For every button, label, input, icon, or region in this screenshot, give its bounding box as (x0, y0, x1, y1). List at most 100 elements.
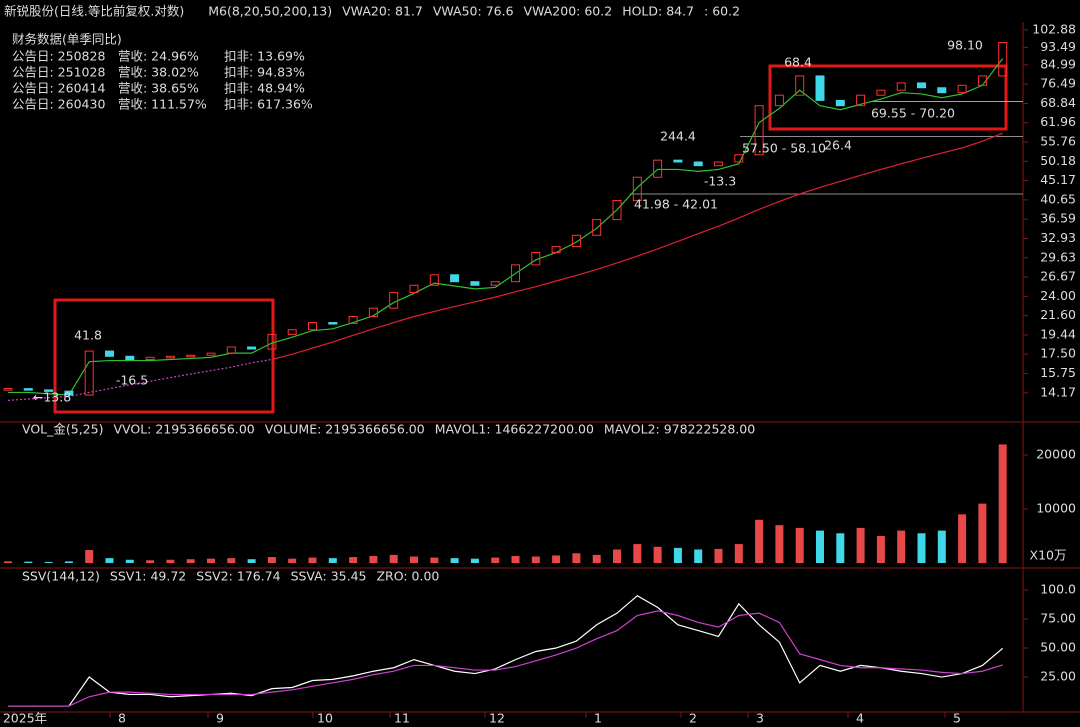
volume-bar (856, 527, 865, 563)
indicator-label: VWA20: 81.7 (342, 4, 423, 19)
candle (571, 234, 581, 248)
candle (308, 322, 317, 331)
candle (876, 89, 886, 96)
candle (754, 105, 764, 156)
y-tick-label: 25.00 (1040, 669, 1076, 684)
finance-cell: 营收: 111.57% (118, 97, 207, 112)
x-tick-label: 9 (216, 711, 224, 726)
volume-bar (85, 550, 94, 563)
y-tick-label: 45.17 (1040, 172, 1076, 187)
candle (977, 75, 987, 86)
candle (44, 389, 54, 392)
x-tick-label: 2025年 (3, 711, 47, 726)
volume-bar (389, 554, 398, 563)
volume-bar (937, 530, 946, 563)
finance-cell: 公告日: 251028 (12, 65, 105, 80)
indicator-label: SSVA: 35.45 (291, 569, 367, 584)
candle (23, 388, 33, 391)
candle (998, 42, 1008, 77)
indicator-label: : 60.2 (704, 4, 740, 19)
highlight-box (768, 64, 1008, 131)
volume-bar (572, 553, 581, 563)
x-tick-label: 11 (394, 711, 410, 726)
volume-bar (592, 554, 601, 563)
candle (450, 274, 460, 283)
annotation: 57.50 - 58.10 (742, 141, 826, 156)
y-tick-label: 19.44 (1040, 326, 1076, 341)
y-tick-label: 10000 (1036, 500, 1076, 515)
volume-bar (552, 555, 561, 563)
finance-cell: 扣非: 617.36% (224, 97, 313, 112)
volume-bar (4, 561, 12, 563)
finance-cell: 营收: 38.02% (118, 65, 199, 80)
candle (592, 219, 602, 236)
y-tick-label: 61.96 (1040, 114, 1076, 129)
candle (267, 333, 277, 350)
finance-cell: 扣非: 13.69% (224, 49, 305, 64)
finance-cell: 营收: 38.65% (118, 81, 199, 96)
volume-bar (673, 547, 682, 563)
y-tick-label: 75.00 (1040, 610, 1076, 625)
candle (64, 390, 74, 396)
volume-bar (897, 530, 906, 563)
volume-unit: X10万 (1030, 548, 1067, 563)
candle (429, 274, 439, 286)
candle (835, 99, 845, 107)
candle (409, 284, 419, 294)
series-line (7, 358, 272, 401)
x-tick-label: 8 (118, 711, 126, 726)
y-tick-label: 36.59 (1040, 211, 1076, 226)
volume-bar (998, 444, 1007, 563)
volume-bar (247, 559, 256, 563)
volume-bar (227, 558, 236, 563)
volume-bar (24, 561, 33, 563)
series-line (271, 132, 1003, 361)
series-line (8, 595, 1004, 707)
y-tick-label: 15.75 (1040, 365, 1076, 380)
volume-bar (714, 548, 723, 563)
candle (714, 161, 723, 167)
candle (389, 292, 399, 309)
candle (470, 281, 480, 286)
volume-bar (410, 556, 418, 563)
candle (653, 159, 663, 178)
volume-bar (694, 549, 703, 563)
candle (957, 84, 967, 94)
volume-bar (288, 558, 297, 563)
volume-bar (978, 503, 987, 563)
candle (105, 350, 114, 357)
indicator-label: VVOL: 2195366656.00 (113, 422, 254, 437)
finance-cell: 公告日: 260414 (12, 81, 105, 96)
candle (531, 251, 541, 266)
x-tick-label: 10 (317, 711, 333, 726)
series-line (8, 58, 1004, 396)
y-tick-label: 26.67 (1040, 269, 1076, 284)
candle (3, 388, 13, 391)
indicator-label: SSV2: 176.74 (196, 569, 280, 584)
y-tick-label: 24.00 (1040, 288, 1076, 303)
candle (673, 159, 683, 163)
candle (795, 75, 805, 96)
annotation: 26.4 (824, 138, 852, 153)
volume-bar (105, 558, 114, 563)
y-tick-label: 40.65 (1040, 191, 1076, 206)
volume-bar (430, 557, 439, 563)
candle (551, 246, 561, 253)
volume-bar (734, 544, 743, 563)
y-tick-label: 68.84 (1040, 95, 1076, 110)
indicator-label: VOLUME: 2195366656.00 (265, 422, 425, 437)
indicator-label: SSV(144,12) (22, 569, 100, 584)
volume-bar (816, 530, 824, 563)
volume-bar (267, 557, 276, 563)
volume-bar (795, 527, 804, 563)
finance-title: 财务数据(单季同比) (12, 32, 122, 47)
volume-bar (836, 533, 845, 563)
volume-bar (470, 558, 479, 563)
annotation: 41.98 - 42.01 (634, 197, 718, 212)
indicator-label: M6(8,20,50,200,13) (208, 4, 332, 19)
annotation: 98.10 (947, 38, 983, 53)
finance-cell: 公告日: 260430 (12, 97, 105, 112)
indicator-label: VOL_金(5,25) (22, 422, 103, 437)
y-tick-label: 50.18 (1040, 153, 1076, 168)
